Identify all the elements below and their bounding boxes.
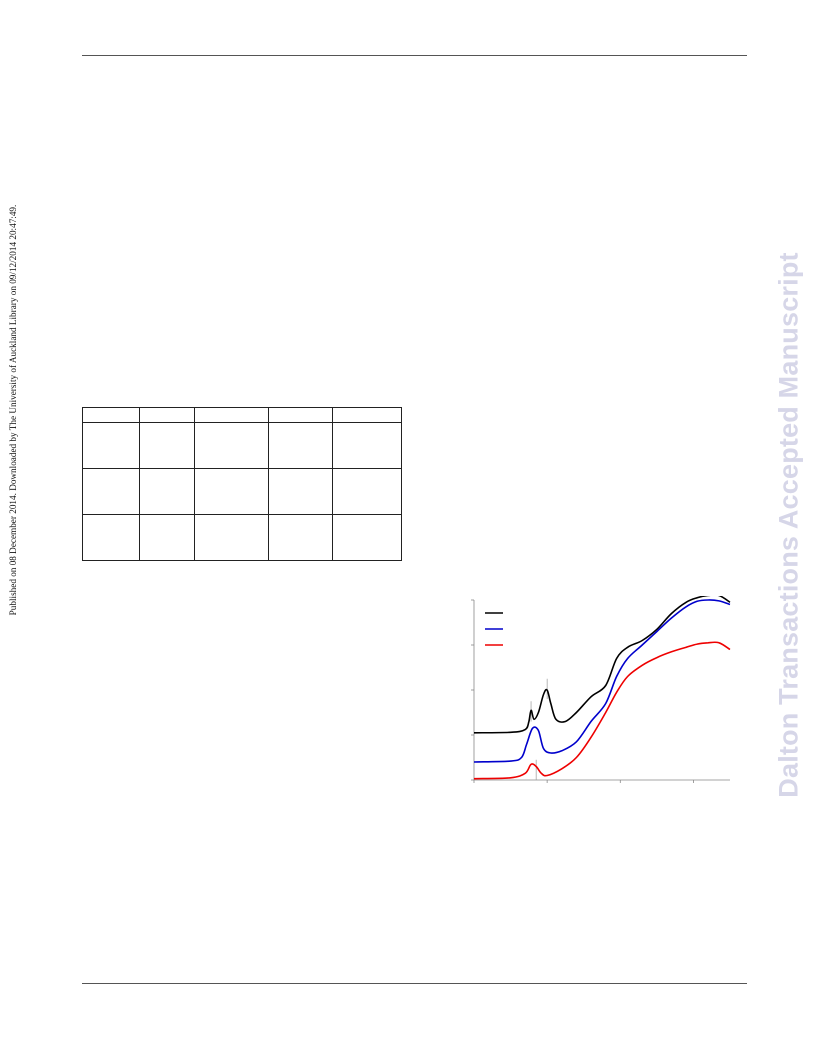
table-row xyxy=(81,514,403,561)
table-cell xyxy=(268,422,333,469)
table-cell xyxy=(139,514,195,561)
chart-axes xyxy=(471,599,730,783)
table-cell xyxy=(81,468,141,515)
chart-legend xyxy=(485,612,503,646)
table-cell xyxy=(193,514,270,561)
table-cell xyxy=(331,468,403,515)
series-line xyxy=(473,641,731,780)
publication-note: Published on 08 December 2014. Downloade… xyxy=(8,204,18,616)
series-line xyxy=(473,599,731,763)
data-table xyxy=(81,407,403,561)
accepted-manuscript-watermark: Dalton Transactions Accepted Manuscript xyxy=(773,252,804,798)
series-line xyxy=(473,596,731,734)
table-header-cell xyxy=(331,407,403,423)
table-cell xyxy=(331,422,403,469)
table-cell xyxy=(139,468,195,515)
table-cell xyxy=(268,514,333,561)
table-cell xyxy=(81,422,141,469)
spectra-chart xyxy=(471,596,731,783)
footer-rule xyxy=(82,983,747,984)
table-cell xyxy=(193,422,270,469)
table-header-cell xyxy=(193,407,270,423)
table-cell xyxy=(268,468,333,515)
table-cell xyxy=(81,514,141,561)
table-row xyxy=(81,468,403,515)
chart-series xyxy=(473,596,731,780)
table-header-cell xyxy=(268,407,333,423)
table-cell xyxy=(331,514,403,561)
table-cell xyxy=(139,422,195,469)
table-header-row xyxy=(81,407,403,423)
table-header-cell xyxy=(81,407,141,423)
table-header-cell xyxy=(139,407,195,423)
table-cell xyxy=(193,468,270,515)
table-row xyxy=(81,422,403,469)
header-rule xyxy=(82,55,747,56)
